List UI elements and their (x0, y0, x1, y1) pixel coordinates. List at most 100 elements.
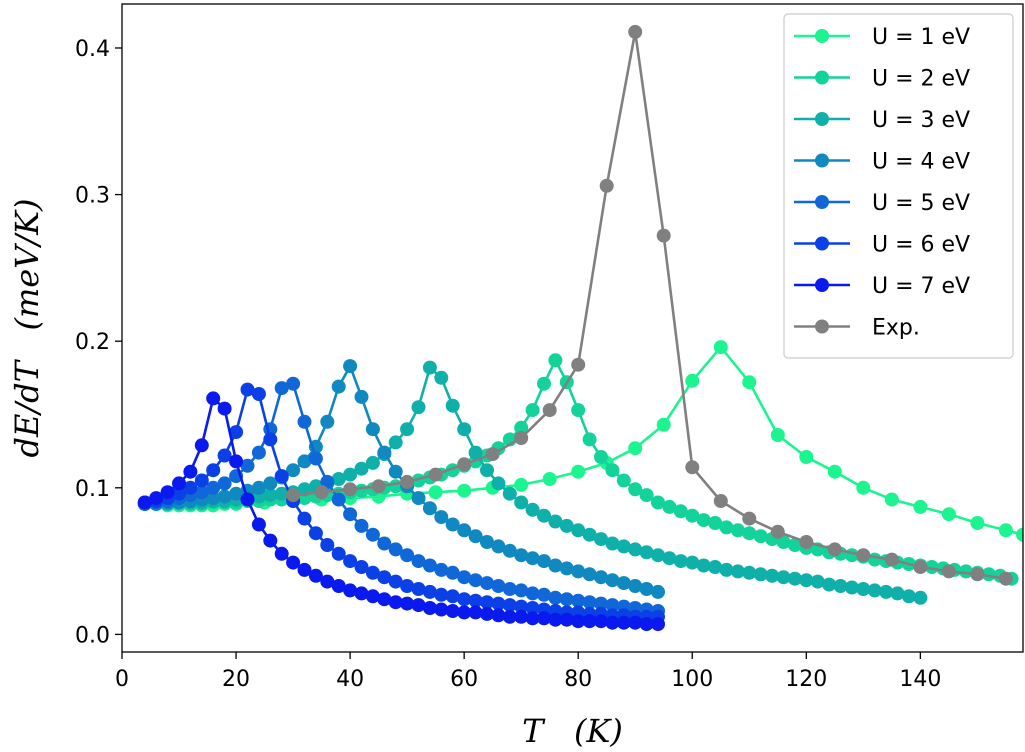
data-point (428, 467, 443, 482)
data-point (651, 548, 665, 563)
data-point (514, 583, 529, 598)
data-point (730, 523, 745, 538)
data-point (371, 479, 386, 494)
x-tick-label: 20 (222, 667, 250, 692)
data-point (571, 357, 586, 372)
data-point (537, 611, 551, 626)
data-point (537, 376, 551, 391)
data-point (770, 524, 785, 539)
data-point (331, 546, 346, 561)
data-point (229, 425, 244, 440)
data-point (605, 463, 620, 478)
data-point (559, 518, 574, 533)
data-point (594, 614, 608, 629)
data-point (354, 461, 369, 476)
x-axis-label: T (K) (522, 712, 623, 750)
data-point (514, 609, 529, 624)
data-point (582, 614, 597, 629)
data-point (314, 485, 329, 500)
data-point (548, 612, 563, 627)
x-tick-label: 60 (450, 667, 478, 692)
legend-label: Exp. (872, 316, 920, 341)
data-point (628, 615, 643, 630)
data-point (753, 567, 768, 582)
data-point (240, 382, 255, 397)
data-point (480, 606, 494, 621)
data-point (457, 483, 472, 498)
data-point (422, 601, 437, 615)
data-point (514, 599, 529, 614)
data-point (844, 580, 859, 595)
data-point (537, 508, 551, 523)
data-point (434, 510, 449, 525)
legend: U = 1 eV U = 2 eV U = 3 eV U = 4 eV U = 5 eV… (783, 13, 1014, 359)
data-point (206, 480, 221, 495)
data-point (685, 373, 700, 388)
data-point (297, 454, 312, 469)
data-point (354, 389, 369, 404)
data-point (354, 518, 369, 533)
data-point (605, 573, 620, 588)
data-point (274, 486, 289, 501)
data-point (286, 463, 301, 478)
data-point (548, 590, 563, 605)
data-point (582, 595, 597, 610)
data-point (525, 403, 540, 418)
y-axis-label: dE/dT (meV/K) (8, 198, 46, 457)
data-point (941, 507, 956, 522)
data-point (297, 511, 312, 526)
data-point (514, 495, 529, 510)
data-point (457, 605, 472, 620)
data-point (594, 532, 608, 547)
data-point (377, 536, 392, 551)
data-point (713, 340, 728, 355)
data-point (491, 596, 506, 611)
data-point (194, 438, 209, 453)
data-point (457, 422, 472, 437)
data-point (628, 441, 643, 456)
data-point (308, 568, 323, 583)
data-point (251, 517, 266, 532)
data-point (274, 381, 289, 396)
legend-entry: U = 5 eV (794, 191, 970, 216)
data-point (890, 586, 905, 601)
data-point (616, 576, 631, 591)
legend-marker (815, 319, 829, 334)
data-point (217, 401, 232, 416)
data-point (160, 485, 175, 500)
data-point (422, 360, 437, 375)
data-point (229, 486, 244, 501)
data-point (365, 455, 380, 470)
tick-layer: 0 20 40 60 80 100 120 140 0.0 0.1 0.2 0.3 0.4 (75, 37, 941, 692)
data-point (388, 435, 403, 450)
data-point (742, 565, 757, 580)
data-point (901, 589, 916, 604)
data-point (582, 527, 597, 542)
data-point (559, 561, 574, 576)
legend-marker (815, 112, 829, 126)
data-point (320, 414, 335, 429)
legend-label: U = 3 eV (872, 108, 970, 133)
data-point (827, 464, 842, 479)
data-point (662, 551, 677, 566)
data-point (571, 564, 586, 579)
data-point (400, 422, 415, 437)
data-point (343, 507, 358, 522)
data-point (263, 476, 278, 491)
y-tick-label: 0.0 (75, 623, 110, 648)
data-point (582, 432, 597, 447)
data-point (639, 545, 654, 560)
data-point (856, 480, 871, 495)
data-point (445, 517, 460, 532)
data-point (696, 513, 711, 528)
legend-marker (815, 278, 829, 292)
data-point (651, 584, 665, 599)
data-point (502, 486, 517, 501)
data-point (297, 414, 312, 429)
legend-marker (815, 195, 829, 209)
data-point (388, 542, 403, 557)
data-point (673, 554, 688, 569)
data-point (810, 574, 825, 589)
data-point (422, 584, 437, 599)
